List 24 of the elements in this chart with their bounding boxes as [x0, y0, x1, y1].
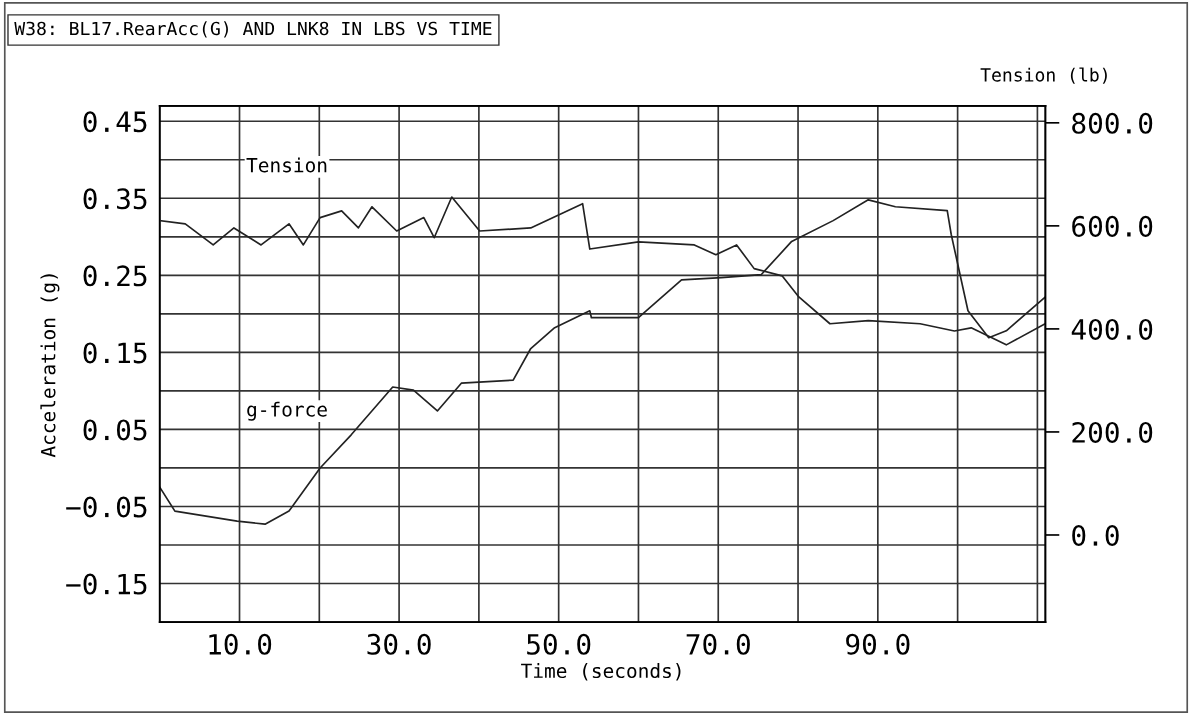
y2-tick-label: 0.0: [1072, 524, 1119, 546]
x-tick-label: 10.0: [209, 633, 272, 655]
chart-title: W38: BL17.RearAcc(G) AND LNK8 IN LBS VS TIME: [14, 21, 492, 38]
y2-tick-label: 800.0: [1072, 112, 1153, 134]
x-tick-label: 50.0: [527, 633, 591, 655]
line-series: [159, 198, 1046, 526]
y2-tick-label: 600.0: [1072, 215, 1153, 237]
y-tick-label: 0.05: [83, 419, 147, 441]
y2-tick-label: 400.0: [1071, 318, 1153, 340]
y-tick-label: −0.15: [66, 573, 147, 595]
series-label: g-force: [247, 401, 327, 421]
x-tick-label: 30.0: [367, 633, 431, 655]
y2-axis-title: Tension (lb): [980, 67, 1107, 84]
y-axis-title: Acceleration (g): [40, 274, 60, 458]
y2-tick-label: 200.0: [1072, 421, 1153, 443]
y-tick-label: 0.15: [83, 342, 147, 364]
x-axis-title: Time (seconds): [521, 663, 681, 681]
x-tick-label: 90.0: [846, 633, 910, 655]
x-tick-label: 70.0: [686, 633, 750, 655]
y-tick-label: 0.45: [83, 111, 147, 133]
y-tick-label: 0.25: [83, 265, 147, 287]
text: Tension: [246, 157, 327, 173]
y-tick-label: −0.05: [66, 496, 147, 518]
y-tick-label: 0.35: [83, 188, 147, 210]
